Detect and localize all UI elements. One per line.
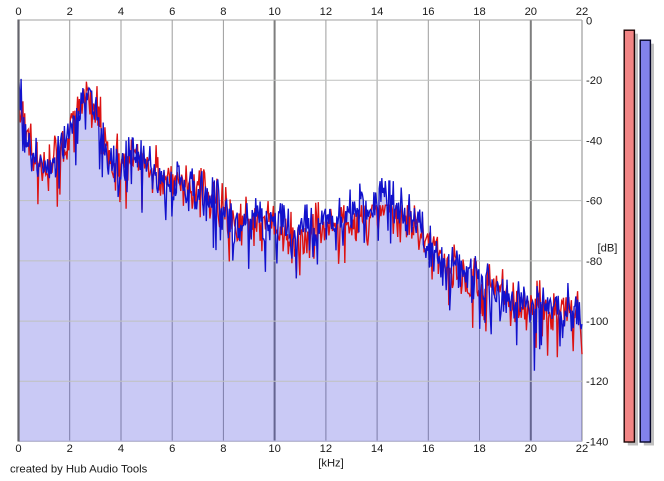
svg-text:10: 10 — [268, 443, 280, 455]
svg-text:8: 8 — [220, 443, 226, 455]
svg-text:22: 22 — [576, 6, 588, 18]
svg-text:-120: -120 — [586, 376, 608, 388]
svg-text:0: 0 — [586, 16, 592, 28]
svg-text:-140: -140 — [586, 436, 608, 448]
svg-text:12: 12 — [320, 6, 332, 18]
svg-text:20: 20 — [525, 6, 537, 18]
svg-text:4: 4 — [118, 443, 124, 455]
svg-text:22: 22 — [576, 443, 588, 455]
svg-text:[kHz]: [kHz] — [318, 458, 343, 470]
svg-text:10: 10 — [268, 6, 280, 18]
svg-text:-20: -20 — [586, 75, 602, 87]
svg-text:6: 6 — [169, 6, 175, 18]
svg-text:-60: -60 — [586, 196, 602, 208]
svg-text:2: 2 — [67, 6, 73, 18]
svg-text:2: 2 — [67, 443, 73, 455]
svg-text:created by Hub Audio Tools: created by Hub Audio Tools — [10, 463, 148, 475]
svg-text:12: 12 — [320, 443, 332, 455]
svg-text:-100: -100 — [586, 316, 608, 328]
svg-text:-80: -80 — [586, 256, 602, 268]
svg-text:18: 18 — [473, 443, 485, 455]
svg-text:14: 14 — [371, 6, 383, 18]
svg-text:8: 8 — [220, 6, 226, 18]
svg-text:4: 4 — [118, 6, 124, 18]
svg-text:6: 6 — [169, 443, 175, 455]
svg-text:0: 0 — [15, 6, 21, 18]
svg-text:16: 16 — [422, 6, 434, 18]
svg-text:14: 14 — [371, 443, 383, 455]
svg-text:16: 16 — [422, 443, 434, 455]
svg-text:[dB]: [dB] — [598, 242, 618, 254]
svg-text:0: 0 — [15, 443, 21, 455]
svg-text:18: 18 — [473, 6, 485, 18]
svg-text:20: 20 — [525, 443, 537, 455]
svg-text:-40: -40 — [586, 135, 602, 147]
